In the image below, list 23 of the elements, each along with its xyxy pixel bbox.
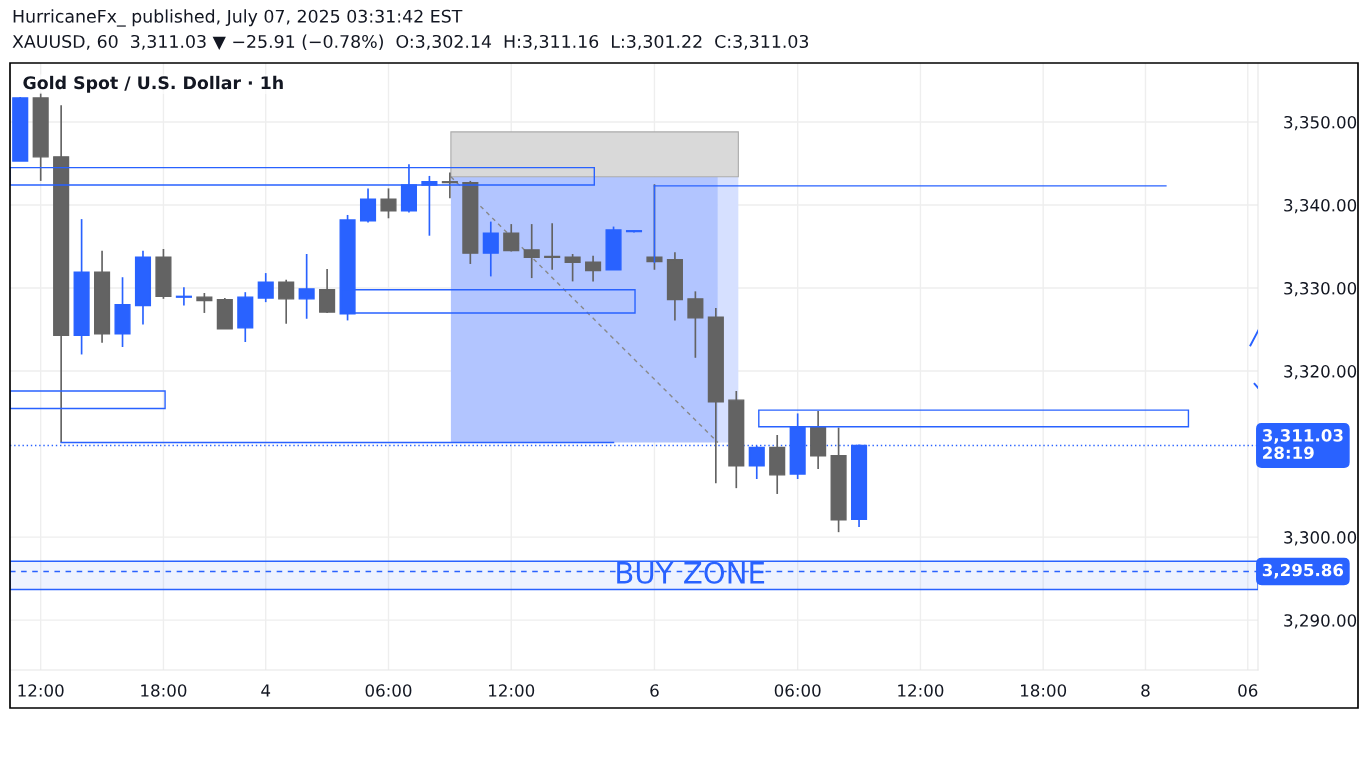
x-tick-label: 8 [1141, 684, 1150, 697]
x-tick-label: 06 [1238, 684, 1258, 697]
y-tick-label: 3,350.00 [1284, 115, 1357, 131]
x-tick-label: 12:00 [898, 684, 944, 697]
y-tick-label: 3,330.00 [1284, 281, 1357, 297]
annotation: Gold Spot / U.S. Dollar · 1h [23, 75, 283, 93]
x-tick-label: 06:00 [365, 684, 412, 697]
chart-title: HurricaneFx_ published, July 07, 2025 03:31:42 EST [13, 9, 463, 27]
x-tick-label: 18:00 [1021, 684, 1067, 697]
ref-line-label: 3,295.86 [1262, 563, 1344, 579]
y-tick-label: 3,290.00 [1284, 614, 1357, 629]
x-tick-label: 06:00 [774, 684, 821, 697]
y-tick-label: 3,320.00 [1284, 365, 1357, 380]
x-tick-label: 6 [650, 684, 659, 697]
x-tick-label: 4 [261, 684, 271, 697]
x-tick-label: 12:00 [18, 684, 64, 697]
chart-subtitle: XAUUSD, 60 3,311.03 ▼ −25.91 (−0.78%) O:3,302.14 H:3,311.16 L:3,301.22 C:3,311.03 [12, 34, 809, 51]
x-tick-label: 18:00 [141, 684, 187, 697]
ref-line-label: 3,311.03 28:19 [1262, 429, 1343, 460]
y-tick-label: 3,300.00 [1284, 531, 1357, 546]
x-tick-label: 12:00 [489, 684, 535, 697]
band-label: BUY ZONE [617, 561, 765, 584]
y-tick-label: 3,340.00 [1284, 198, 1357, 214]
